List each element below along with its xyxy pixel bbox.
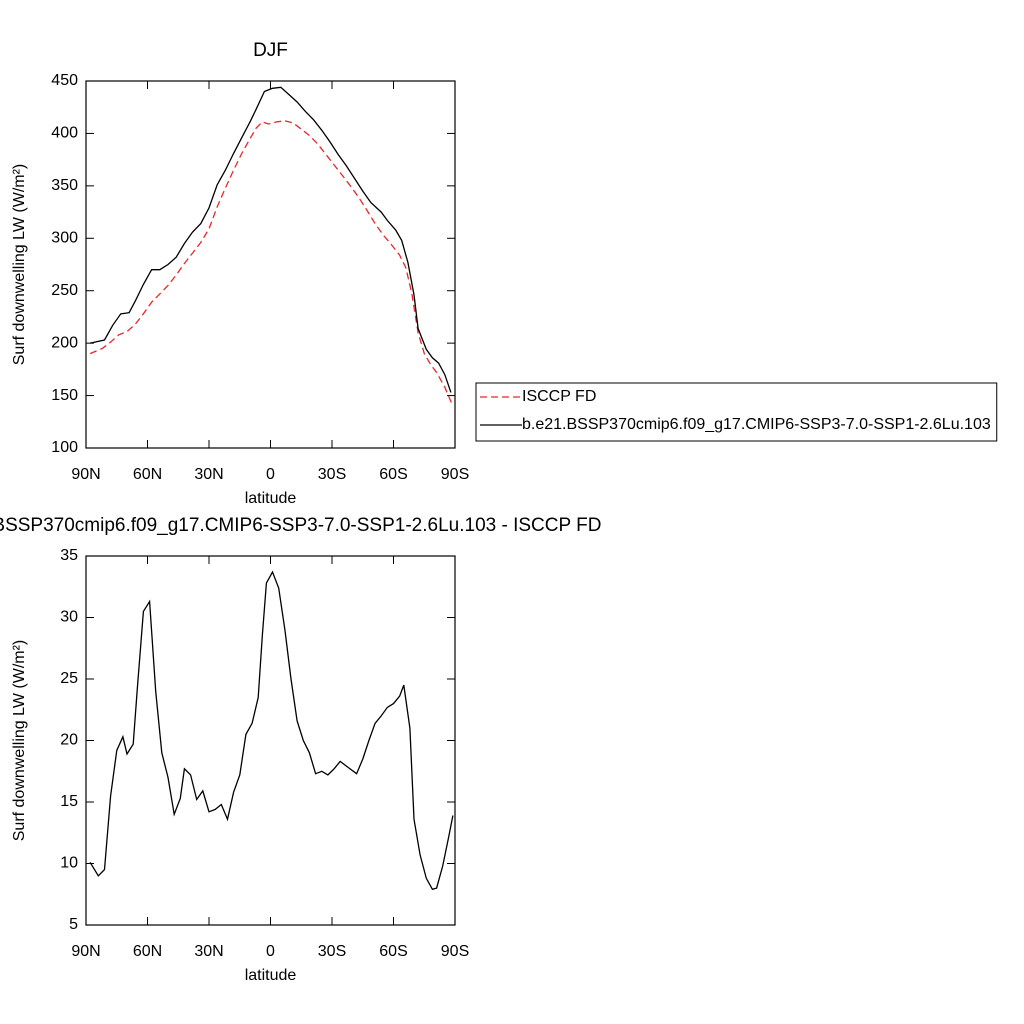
- y-axis-label: Surf downwelling LW (W/m²): [11, 164, 28, 366]
- y-tick-label: 150: [51, 387, 78, 404]
- y-tick-label: 450: [51, 72, 78, 89]
- y-tick-label: 400: [51, 125, 78, 142]
- y-tick-label: 10: [60, 855, 78, 872]
- data-line: [89, 120, 454, 407]
- data-line: [89, 86, 452, 393]
- x-axis-label: latitude: [245, 967, 297, 984]
- y-tick-label: 25: [60, 670, 78, 687]
- y-tick-label: 350: [51, 177, 78, 194]
- chart-title: DJF: [253, 40, 288, 61]
- x-tick-label: 90S: [441, 943, 469, 960]
- x-tick-label: 60S: [379, 943, 407, 960]
- y-tick-label: 5: [69, 916, 78, 933]
- x-tick-label: 60N: [133, 466, 162, 483]
- x-tick-label: 30S: [318, 466, 346, 483]
- plot-frame: [85, 80, 456, 449]
- x-tick-label: 60S: [379, 466, 407, 483]
- data-line: [89, 570, 454, 891]
- y-tick-label: 35: [60, 547, 78, 564]
- plot-frame: [85, 555, 456, 926]
- x-tick-label: 90N: [71, 943, 100, 960]
- x-tick-label: 0: [266, 466, 275, 483]
- y-tick-label: 100: [51, 439, 78, 456]
- x-tick-label: 0: [266, 943, 275, 960]
- x-tick-label: 30N: [194, 943, 223, 960]
- x-axis-label: latitude: [245, 490, 297, 507]
- y-tick-label: 250: [51, 282, 78, 299]
- x-tick-label: 30S: [318, 943, 346, 960]
- y-tick-label: 300: [51, 230, 78, 247]
- chart-title: b.e21.BSSP370cmip6.f09_g17.CMIP6-SSP3-7.…: [0, 515, 601, 536]
- legend-box: [475, 382, 998, 442]
- y-tick-label: 20: [60, 732, 78, 749]
- x-tick-label: 90N: [71, 466, 100, 483]
- legend: ISCCP FD b.e21.BSSP370cmip6.f09_g17.CMIP6…: [475, 382, 998, 442]
- y-tick-label: 30: [60, 609, 78, 626]
- x-tick-label: 30N: [194, 466, 223, 483]
- y-axis-label: Surf downwelling LW (W/m²): [11, 640, 28, 842]
- x-tick-label: 60N: [133, 943, 162, 960]
- x-tick-label: 90S: [441, 466, 469, 483]
- y-tick-label: 200: [51, 334, 78, 351]
- y-tick-label: 15: [60, 793, 78, 810]
- legend-label: b.e21.BSSP370cmip6.f09_g17.CMIP6-SSP3-7.…: [522, 416, 991, 433]
- legend-label: ISCCP FD: [522, 388, 596, 405]
